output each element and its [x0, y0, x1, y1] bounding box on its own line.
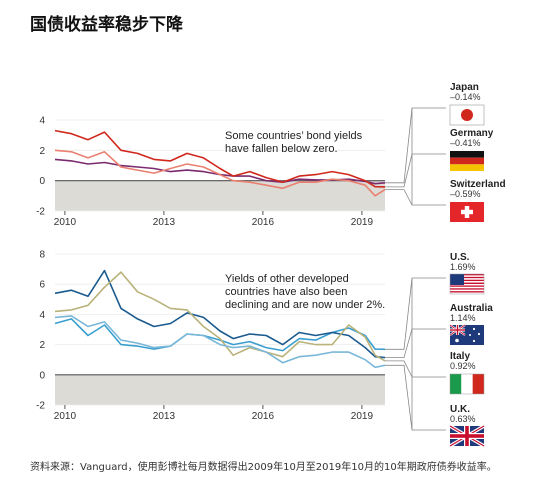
country-name: U.S.: [450, 252, 470, 263]
y-tick-label: -2: [36, 207, 45, 218]
x-tick-label: 2010: [54, 217, 77, 228]
x-tick-label: 2013: [153, 217, 176, 228]
annotation-line: Yields of other developed: [225, 273, 349, 285]
country-yield: –0.41%: [450, 138, 481, 148]
country-name: Australia: [450, 303, 493, 314]
below-zero-area: [55, 374, 385, 405]
series-line-switzerland: [54, 149, 386, 197]
connector: [385, 360, 446, 378]
switzerland-flag: [450, 202, 484, 222]
country-name: Switzerland: [450, 179, 506, 190]
germany-flag: [450, 151, 484, 171]
x-tick-label: 2019: [351, 411, 374, 422]
country-name: Germany: [450, 128, 494, 139]
x-tick-label: 2016: [252, 217, 275, 228]
connector: [385, 277, 446, 350]
italy-flag: [449, 373, 485, 395]
y-tick-label: 6: [39, 280, 45, 291]
annotation-line: have fallen below zero.: [225, 143, 338, 155]
y-tick-label: 4: [39, 116, 45, 127]
y-tick-label: 4: [39, 310, 45, 321]
annotation-line: declining and are now under 2%.: [225, 299, 385, 311]
y-tick-label: 2: [39, 340, 45, 351]
country-name: Japan: [450, 82, 479, 93]
below-zero-area: [55, 180, 385, 211]
bond-yield-chart: 4 2 0 -2 2010 2013 2016 2019 Some countries’ bon…: [36, 82, 506, 448]
connector: [385, 153, 446, 188]
annotation-line: Some countries’ bond yields: [225, 130, 363, 142]
connector: [385, 189, 446, 206]
country-name: U.K.: [450, 404, 470, 415]
x-tick-label: 2019: [351, 217, 374, 228]
australia-flag: [449, 324, 484, 345]
country-name: Italy: [450, 351, 470, 362]
y-tick-label: 0: [39, 176, 45, 187]
x-tick-label: 2010: [54, 411, 77, 422]
series-line-germany: [54, 129, 386, 188]
country-yield: 0.92%: [450, 361, 476, 371]
us-flag: [449, 273, 485, 295]
connector: [385, 364, 446, 431]
y-tick-label: 0: [39, 370, 45, 381]
country-yield: 1.14%: [450, 313, 476, 323]
y-tick-label: -2: [36, 401, 45, 412]
y-tick-label: 2: [39, 146, 45, 157]
panel-2: 8 6 4 2 0 -2 2010 2013 2016 2019 Yields of other d…: [36, 250, 493, 448]
series-line-uk: [54, 315, 386, 369]
japan-flag: [449, 104, 485, 126]
series-line-us: [54, 318, 386, 352]
chart-title: 国债收益率稳步下降: [30, 15, 183, 35]
annotation-line: countries have also been: [225, 286, 347, 298]
connector: [385, 107, 446, 184]
source-note: 资料来源：Vanguard，使用彭博社每月数据得出2009年10月至2019年1…: [30, 462, 497, 473]
country-yield: 0.63%: [450, 414, 476, 424]
country-yield: –0.14%: [450, 92, 481, 102]
x-tick-label: 2013: [153, 411, 176, 422]
x-tick-label: 2016: [252, 411, 275, 422]
country-yield: –0.59%: [450, 189, 481, 199]
uk-flag: [449, 424, 485, 448]
connector: [385, 328, 446, 359]
y-tick-label: 8: [39, 250, 45, 261]
panel-1: 4 2 0 -2 2010 2013 2016 2019 Some countries’ bon…: [36, 82, 505, 228]
country-yield: 1.69%: [450, 262, 476, 272]
